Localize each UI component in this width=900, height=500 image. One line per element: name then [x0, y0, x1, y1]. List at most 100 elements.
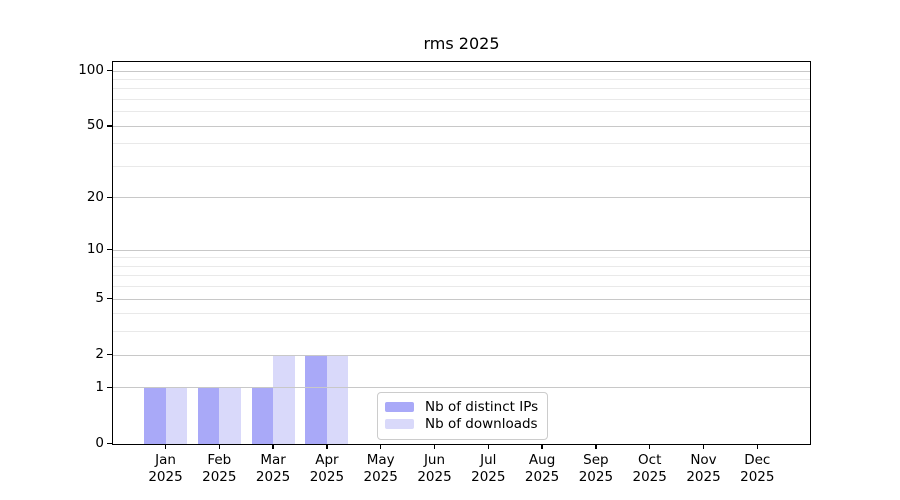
x-tick-label-line: 2025 [255, 469, 291, 485]
x-tick-label-line: Apr [315, 452, 339, 468]
x-tick [702, 444, 705, 449]
legend-item-distinct-ips: Nb of distinct IPs [385, 399, 538, 415]
x-tick-label-line: 2025 [417, 469, 452, 485]
x-tick-label-line: 2025 [309, 469, 345, 485]
x-tick-label: Nov 2025 [662, 452, 746, 486]
bar-distinct-ips [144, 387, 166, 444]
bar-downloads [273, 355, 295, 444]
x-tick [272, 444, 274, 449]
gridline-minor [113, 143, 810, 145]
gridline-major [113, 298, 810, 300]
bar-downloads [219, 387, 241, 444]
gridline-minor [113, 99, 810, 101]
y-tick-label: 0 [95, 435, 104, 451]
x-tick [218, 444, 221, 449]
x-tick [379, 444, 382, 449]
y-tick-label: 1 [95, 378, 104, 395]
bar-distinct-ips [305, 355, 327, 444]
x-tick [648, 444, 651, 449]
y-tick-label: 50 [86, 117, 104, 134]
y-tick-label: 5 [95, 290, 104, 307]
chart-title: rms 2025 [423, 34, 500, 53]
x-tick [487, 444, 490, 449]
x-tick-label-line: 2025 [524, 469, 560, 485]
x-tick-label-line: Dec [744, 452, 771, 468]
gridline-major [113, 125, 810, 127]
x-tick [433, 444, 436, 449]
x-tick-label-line: Feb [207, 452, 232, 468]
gridline-minor [113, 78, 810, 80]
y-tick [107, 196, 113, 199]
legend-swatch-distinct-ips [385, 402, 414, 412]
gridline-major [113, 249, 810, 251]
x-tick-label: Sep 2025 [554, 452, 638, 486]
x-tick-label: Aug 2025 [500, 452, 584, 486]
x-tick-label-line: 2025 [202, 469, 237, 485]
x-tick-label-line: 2025 [471, 469, 506, 485]
gridline-minor [113, 111, 810, 113]
x-tick-label: Jul 2025 [446, 452, 530, 486]
y-tick [107, 353, 113, 356]
x-tick-label-line: Oct [638, 452, 662, 468]
gridline-minor [113, 257, 810, 259]
x-tick-label-line: Mar [260, 452, 286, 468]
legend: Nb of distinct IPs Nb of downloads [377, 392, 549, 440]
y-tick [107, 442, 113, 445]
legend-item-downloads: Nb of downloads [385, 416, 538, 432]
y-tick-label: 20 [86, 188, 104, 205]
gridline-major [113, 70, 810, 72]
x-tick-label-line: 2025 [578, 469, 614, 485]
bar-layer [113, 62, 810, 444]
gridline-minor [113, 88, 810, 90]
x-tick-label-line: 2025 [686, 469, 721, 485]
x-tick-label: Mar 2025 [231, 452, 315, 486]
y-tick [107, 125, 113, 127]
y-tick [107, 386, 113, 389]
x-tick-label-line: 2025 [148, 469, 183, 485]
x-tick-label-line: Sep [583, 452, 609, 468]
x-tick-label: May 2025 [339, 452, 423, 486]
y-tick-label: 2 [95, 346, 104, 363]
bar-downloads [165, 387, 187, 444]
y-tick [107, 69, 113, 72]
gridline-minor [113, 331, 810, 333]
gridline-minor [113, 166, 810, 167]
bar-distinct-ips [251, 387, 274, 444]
x-tick [164, 444, 167, 449]
gridline-minor [113, 313, 810, 315]
x-tick-label-line: Nov [690, 452, 717, 468]
x-tick-label: Feb 2025 [177, 452, 261, 486]
y-tick [107, 297, 113, 300]
bar-distinct-ips [197, 387, 220, 444]
gridline-major [113, 387, 810, 389]
y-tick-label: 10 [86, 241, 104, 258]
y-tick [107, 248, 113, 251]
x-tick [595, 444, 597, 449]
grid-layer [113, 62, 810, 444]
x-tick-label-line: 2025 [632, 469, 667, 485]
gridline-minor [113, 275, 810, 277]
x-tick-label: Oct 2025 [608, 452, 692, 486]
gridline-minor [113, 265, 810, 267]
x-tick [541, 444, 543, 449]
x-tick-label: Apr 2025 [285, 452, 369, 486]
x-tick-label: Dec 2025 [715, 452, 799, 486]
x-tick-label-line: May [366, 452, 395, 468]
x-tick [756, 444, 759, 449]
y-tick-label: 100 [78, 62, 104, 79]
gridline-minor [113, 286, 810, 288]
x-tick-label-line: 2025 [740, 469, 775, 485]
legend-swatch-downloads [385, 419, 414, 429]
bar-downloads [326, 355, 349, 444]
x-tick-label-line: Jan [155, 452, 176, 468]
x-tick-label-line: Jul [480, 452, 497, 468]
x-tick-label-line: Jun [423, 452, 446, 468]
x-tick [326, 444, 328, 449]
legend-label-distinct-ips: Nb of distinct IPs [425, 399, 539, 415]
plot-area: Nb of distinct IPs Nb of downloads [112, 61, 811, 445]
gridline-major [113, 354, 810, 356]
x-tick-label: Jan 2025 [124, 452, 208, 486]
x-tick-label: Jun 2025 [393, 452, 477, 486]
x-tick-label-line: 2025 [363, 469, 398, 485]
